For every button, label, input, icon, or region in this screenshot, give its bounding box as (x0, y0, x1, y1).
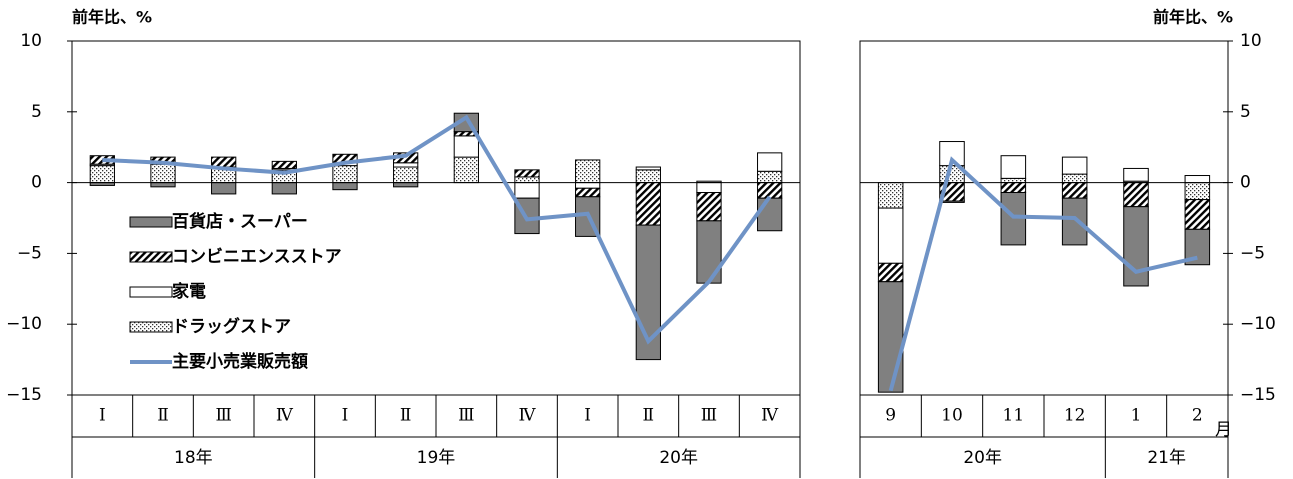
y-tick-label: 5 (1240, 102, 1251, 122)
bar-segment (575, 182, 601, 189)
y-tick-label: 10 (1240, 31, 1262, 51)
bar-segment (393, 162, 419, 168)
bar-segment (514, 176, 540, 184)
bar-segment (575, 159, 601, 184)
bar-segment (89, 165, 115, 184)
bar-segment (1184, 199, 1211, 230)
legend-label: 家電 (172, 281, 206, 302)
bar-segment (696, 192, 722, 222)
bar-segment (393, 166, 419, 184)
bar-segment (1000, 182, 1027, 194)
bar-segment (211, 156, 237, 168)
bar-segment (1184, 182, 1211, 201)
bar-segment (1061, 156, 1088, 175)
bar-segment (877, 262, 904, 283)
legend-swatch (129, 216, 173, 228)
year-label: 20年 (963, 448, 1002, 468)
x-tick-label: Ⅱ (157, 406, 169, 426)
bar-segment (877, 281, 904, 393)
bar-segment (635, 166, 661, 171)
bar-segment (696, 182, 722, 194)
y-axis-label: 前年比、% (1153, 8, 1233, 27)
bar-segment (1061, 173, 1088, 184)
bar-segment (150, 182, 176, 188)
y-tick-label: 0 (1240, 173, 1251, 193)
x-tick-label: Ⅰ (99, 406, 106, 426)
x-tick-label: 1 (1131, 406, 1142, 426)
x-tick-label: 11 (1003, 406, 1025, 426)
legend-label: 主要小売業販売額 (172, 351, 308, 372)
bar-segment (1061, 197, 1088, 246)
y-tick-label: 5 (31, 102, 42, 122)
bar-segment (393, 182, 419, 188)
x-tick-label: Ⅱ (643, 406, 655, 426)
bar-segment (939, 200, 965, 203)
y-tick-label: −5 (17, 243, 42, 263)
y-tick-label: 0 (31, 173, 42, 193)
bar-segment (635, 182, 661, 226)
y-tick-label: −15 (6, 385, 42, 405)
legend-label: 百貨店・スーパー (172, 211, 308, 232)
bar-segment (696, 220, 722, 284)
bar-segment (757, 182, 783, 199)
bar-segment (575, 187, 601, 198)
legend-swatch (129, 321, 173, 333)
x-tick-label: 12 (1064, 406, 1086, 426)
x-tick-label: Ⅲ (701, 406, 717, 426)
line-series (102, 114, 772, 345)
bar-segment (271, 160, 297, 169)
legend-label: ドラッグストア (172, 316, 291, 337)
x-tick-label: Ⅳ (761, 406, 779, 426)
bar-segment (271, 182, 297, 195)
x-tick-label: Ⅲ (458, 406, 474, 426)
bar-segment (877, 182, 904, 209)
bar-segment (332, 165, 358, 184)
legend-swatch (129, 286, 173, 298)
x-tick-label: Ⅳ (276, 406, 294, 426)
bar-segment (1123, 206, 1149, 287)
bar-segment (1000, 177, 1027, 184)
y-axis-label: 前年比、% (72, 8, 152, 27)
x-tick-label: Ⅲ (215, 406, 231, 426)
bar-segment (1000, 155, 1027, 179)
year-label: 19年 (417, 448, 456, 468)
bar-segment (877, 207, 904, 264)
bar-segment (757, 197, 783, 232)
bar-segment (211, 182, 237, 195)
bar-segment (1184, 175, 1211, 184)
bar-segment (514, 182, 540, 199)
bar-segment (1123, 182, 1149, 208)
x-tick-label: Ⅰ (342, 406, 349, 426)
bar-segment (453, 156, 479, 184)
y-tick-label: −15 (1240, 385, 1276, 405)
x-tick-label: Ⅱ (400, 406, 412, 426)
bar-segment (514, 169, 540, 178)
y-tick-label: −5 (1240, 243, 1265, 263)
year-label: 21年 (1147, 448, 1186, 468)
y-tick-label: 10 (20, 31, 42, 51)
bar-segment (757, 152, 783, 172)
legend-swatch (129, 251, 173, 263)
bar-segment (1123, 167, 1149, 182)
bar-segment (1061, 182, 1088, 199)
line-series (888, 156, 1198, 392)
legend-label: コンビニエンスストア (172, 247, 342, 267)
year-label: 18年 (174, 448, 213, 468)
annotation: 月 (1215, 420, 1232, 440)
y-tick-label: −10 (6, 314, 42, 334)
x-tick-label: 9 (885, 406, 896, 426)
x-tick-label: 10 (941, 406, 963, 426)
x-tick-label: Ⅳ (519, 406, 537, 426)
bar-segment (453, 135, 479, 158)
x-tick-label: 2 (1192, 406, 1203, 426)
y-tick-label: −10 (1240, 314, 1276, 334)
bar-segment (757, 170, 783, 184)
bar-segment (332, 182, 358, 191)
bar-segment (635, 169, 661, 184)
bar-segment (150, 163, 176, 184)
x-tick-label: Ⅰ (584, 406, 591, 426)
year-label: 20年 (659, 448, 698, 468)
